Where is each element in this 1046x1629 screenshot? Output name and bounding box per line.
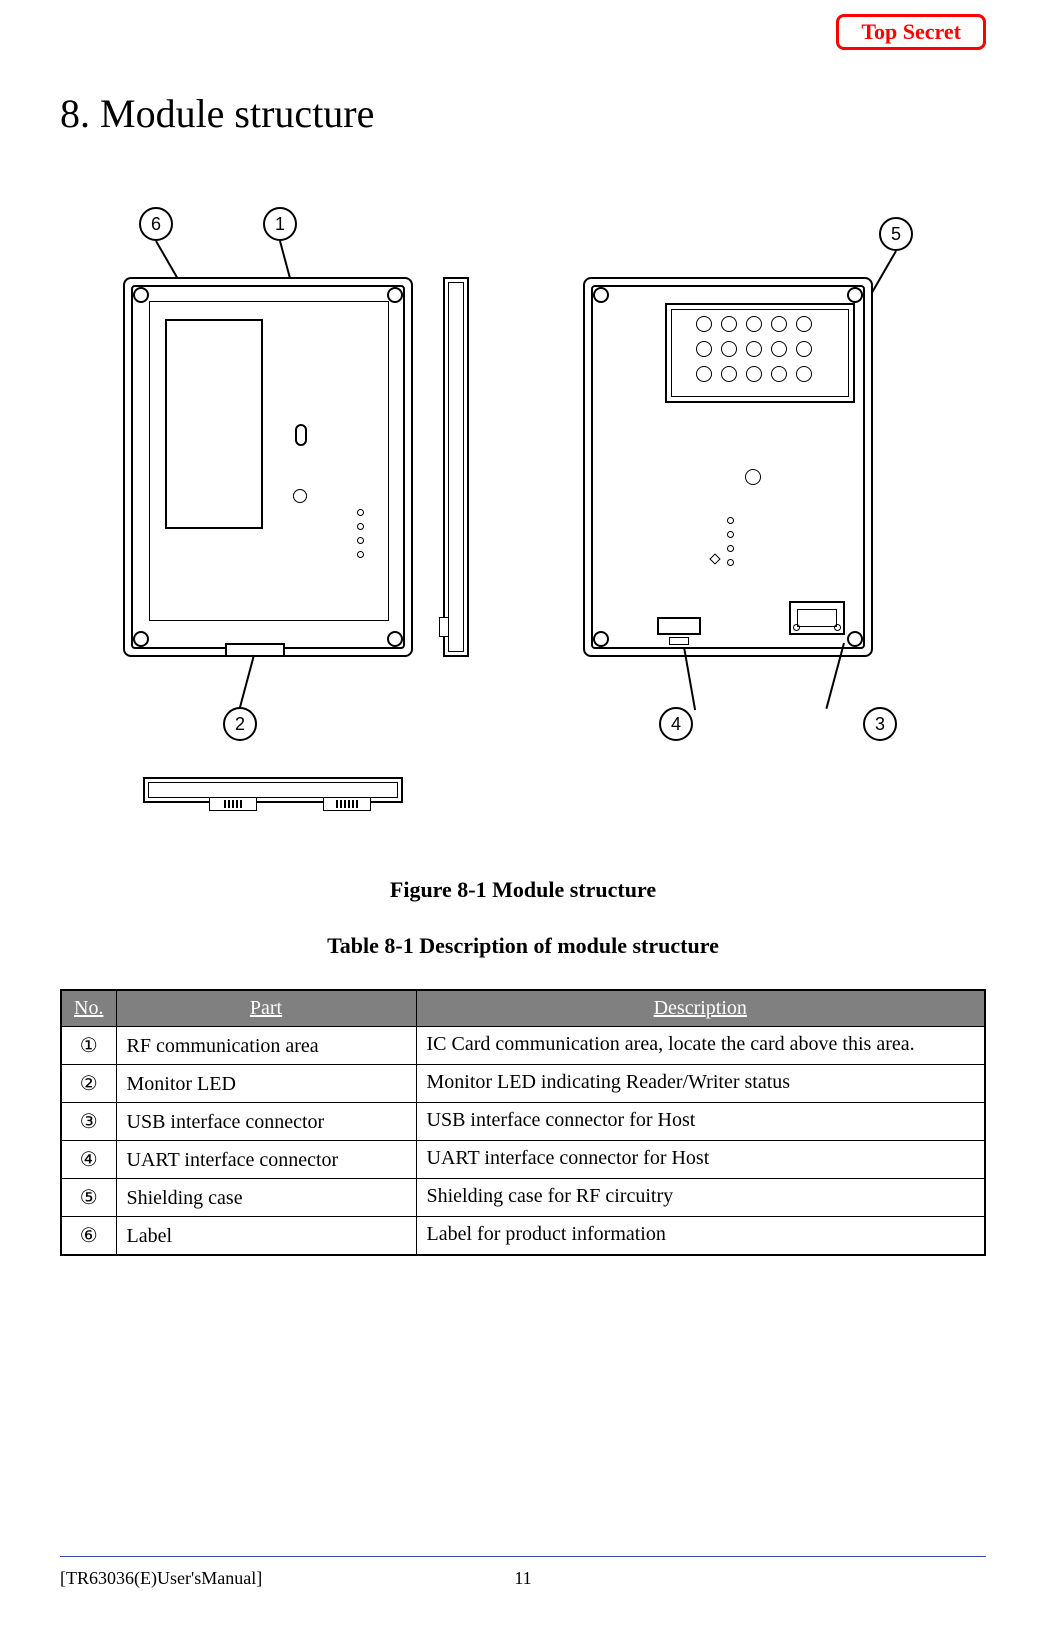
cell-no: ⑥	[61, 1217, 116, 1256]
callout-4: 4	[659, 707, 693, 741]
th-no: No.	[61, 990, 116, 1027]
parts-table: No. Part Description ① RF communication …	[60, 989, 986, 1256]
uart-connector	[657, 617, 701, 635]
cell-part: Monitor LED	[116, 1065, 416, 1103]
cell-desc: USB interface connector for Host	[416, 1103, 985, 1141]
table-caption: Table 8-1 Description of module structur…	[60, 933, 986, 959]
footer-page-number: 11	[514, 1568, 531, 1589]
th-desc: Description	[416, 990, 985, 1027]
footer-rule	[60, 1556, 986, 1557]
callout-3: 3	[863, 707, 897, 741]
callout-1: 1	[263, 207, 297, 241]
cell-no: ②	[61, 1065, 116, 1103]
page: Top Secret 8. Module structure 6 1 5	[0, 0, 1046, 1629]
callout-6: 6	[139, 207, 173, 241]
module-front-view	[123, 277, 413, 657]
table-header-row: No. Part Description	[61, 990, 985, 1027]
cell-desc: UART interface connector for Host	[416, 1141, 985, 1179]
table-row: ② Monitor LED Monitor LED indicating Rea…	[61, 1065, 985, 1103]
callout-5: 5	[879, 217, 913, 251]
figure-caption: Figure 8-1 Module structure	[60, 877, 986, 903]
cell-desc: IC Card communication area, locate the c…	[416, 1027, 985, 1065]
module-back-view	[583, 277, 873, 657]
cell-no: ⑤	[61, 1179, 116, 1217]
table-row: ⑥ Label Label for product information	[61, 1217, 985, 1256]
cell-part: Label	[116, 1217, 416, 1256]
classification-badge: Top Secret	[836, 14, 986, 50]
cell-part: Shielding case	[116, 1179, 416, 1217]
table-row: ④ UART interface connector UART interfac…	[61, 1141, 985, 1179]
table-row: ① RF communication area IC Card communic…	[61, 1027, 985, 1065]
cell-part: UART interface connector	[116, 1141, 416, 1179]
cell-desc: Monitor LED indicating Reader/Writer sta…	[416, 1065, 985, 1103]
cell-desc: Shielding case for RF circuitry	[416, 1179, 985, 1217]
callout-2: 2	[223, 707, 257, 741]
table-row: ③ USB interface connector USB interface …	[61, 1103, 985, 1141]
page-footer: [TR63036(E)User'sManual] 11	[60, 1568, 986, 1589]
th-part: Part	[116, 990, 416, 1027]
table-row: ⑤ Shielding case Shielding case for RF c…	[61, 1179, 985, 1217]
cell-part: RF communication area	[116, 1027, 416, 1065]
cell-part: USB interface connector	[116, 1103, 416, 1141]
usb-connector	[789, 601, 845, 635]
cell-desc: Label for product information	[416, 1217, 985, 1256]
cell-no: ①	[61, 1027, 116, 1065]
module-side-view	[443, 277, 469, 657]
module-bottom-view	[143, 777, 403, 803]
figure-module-structure: 6 1 5	[103, 207, 943, 847]
footer-doc-id: [TR63036(E)User'sManual]	[60, 1568, 262, 1588]
cell-no: ③	[61, 1103, 116, 1141]
cell-no: ④	[61, 1141, 116, 1179]
